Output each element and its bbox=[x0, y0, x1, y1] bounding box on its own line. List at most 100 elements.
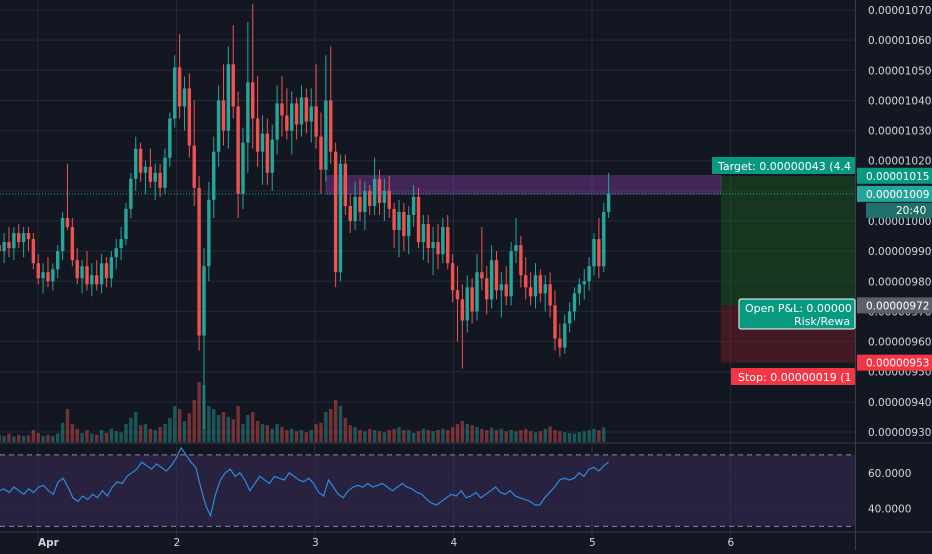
candle-body bbox=[387, 190, 391, 209]
resistance-box[interactable] bbox=[325, 175, 722, 195]
candle-body bbox=[533, 275, 538, 297]
candle-body bbox=[129, 178, 133, 209]
candle-body bbox=[460, 299, 465, 321]
price-tick-label: 0.00000930 bbox=[868, 427, 931, 439]
candle-body bbox=[255, 118, 260, 152]
candle-body bbox=[0, 245, 1, 252]
volume-bar bbox=[119, 432, 123, 442]
volume-bar bbox=[255, 421, 260, 442]
volume-bar bbox=[7, 433, 11, 442]
candle-body bbox=[572, 293, 577, 312]
time-tick-label: 4 bbox=[451, 537, 458, 549]
candle-body bbox=[416, 196, 421, 243]
volume-bar bbox=[129, 418, 133, 442]
candle-body bbox=[304, 97, 309, 122]
volume-bar bbox=[104, 433, 109, 442]
volume-bar bbox=[489, 427, 494, 442]
position-zones[interactable] bbox=[325, 175, 855, 363]
pnl-info-box[interactable] bbox=[738, 298, 856, 330]
candle-body bbox=[119, 239, 123, 249]
volume-bar bbox=[470, 425, 474, 442]
volume-bar bbox=[143, 424, 148, 442]
candle-body bbox=[465, 287, 469, 321]
volume-bar bbox=[602, 427, 606, 442]
candle-body bbox=[553, 305, 557, 339]
candle-body bbox=[290, 103, 294, 131]
volume-bar bbox=[499, 428, 504, 442]
candle-body bbox=[431, 242, 435, 249]
candle-body bbox=[21, 233, 26, 243]
candle-body bbox=[41, 272, 45, 279]
candle-body bbox=[226, 64, 231, 131]
volume-bar bbox=[153, 430, 157, 442]
candle-body bbox=[246, 82, 250, 143]
volume-bar bbox=[504, 431, 508, 442]
volume-bar bbox=[387, 430, 391, 442]
price-tick-label: 0.00000990 bbox=[868, 246, 931, 258]
candle-body bbox=[90, 275, 94, 285]
candle-body bbox=[348, 205, 352, 221]
candle-body bbox=[504, 284, 508, 297]
volume-bar bbox=[465, 424, 469, 442]
volume-bar bbox=[280, 427, 284, 442]
candle-body bbox=[426, 224, 430, 249]
time-tick-label: 3 bbox=[312, 537, 319, 549]
candle-body bbox=[363, 190, 367, 212]
pnl-line-1: Open P&L: 0.00000 bbox=[745, 302, 852, 315]
candle-body bbox=[60, 217, 65, 252]
candle-body bbox=[36, 263, 40, 279]
candle-body bbox=[333, 151, 338, 273]
candle-body bbox=[338, 163, 343, 273]
volume-bar bbox=[99, 430, 104, 442]
volume-bar bbox=[0, 434, 1, 442]
candle-body bbox=[587, 266, 591, 282]
candle-body bbox=[216, 100, 221, 152]
candle-body bbox=[192, 145, 196, 188]
volume-bar bbox=[51, 436, 55, 442]
candle-body bbox=[260, 133, 265, 152]
price-tick-label: 0.00001050 bbox=[868, 65, 931, 77]
candle-body bbox=[528, 287, 533, 297]
candle-body bbox=[329, 100, 333, 152]
volume-bar bbox=[241, 424, 245, 442]
volume-bar bbox=[485, 430, 489, 442]
candle-body bbox=[450, 263, 455, 291]
target-info-box[interactable] bbox=[712, 157, 855, 174]
volume-bar bbox=[70, 424, 75, 442]
countdown-tag bbox=[866, 202, 932, 218]
volume-bar bbox=[509, 430, 513, 442]
price-tick-label: 0.00001020 bbox=[868, 156, 931, 168]
candle-body bbox=[567, 311, 572, 324]
stop-info-box[interactable] bbox=[731, 368, 855, 385]
candle-body bbox=[353, 196, 357, 221]
candle-body bbox=[606, 193, 611, 212]
volume-bar bbox=[572, 433, 577, 442]
time-tick-label: Apr bbox=[38, 537, 60, 549]
countdown-label: 20:40 bbox=[896, 205, 926, 217]
candle-body bbox=[158, 172, 162, 188]
volume-bar bbox=[221, 412, 226, 442]
volume-bar bbox=[36, 433, 40, 442]
volume-bar bbox=[563, 432, 567, 442]
candle-body bbox=[231, 64, 235, 107]
target-zone[interactable] bbox=[720, 175, 855, 306]
candle-body bbox=[31, 239, 36, 264]
stop-price-label: 0.00000953 bbox=[866, 358, 929, 370]
volume-bar bbox=[411, 433, 416, 442]
candle-body bbox=[114, 248, 118, 258]
volume-bar bbox=[197, 382, 201, 442]
candle-body bbox=[80, 266, 84, 279]
volume-bar bbox=[597, 430, 601, 442]
candle-body bbox=[314, 106, 318, 137]
volume-bar bbox=[173, 406, 177, 442]
volume-bar bbox=[558, 431, 562, 442]
candle-body bbox=[509, 251, 513, 297]
candle-body bbox=[280, 103, 284, 116]
time-tick-label: 2 bbox=[174, 537, 181, 549]
candle-body bbox=[202, 266, 206, 336]
price-tags[interactable]: Target: 0.00000043 (4.4 0.00001015 0.00001… bbox=[712, 157, 932, 385]
volume-bar bbox=[90, 433, 94, 442]
